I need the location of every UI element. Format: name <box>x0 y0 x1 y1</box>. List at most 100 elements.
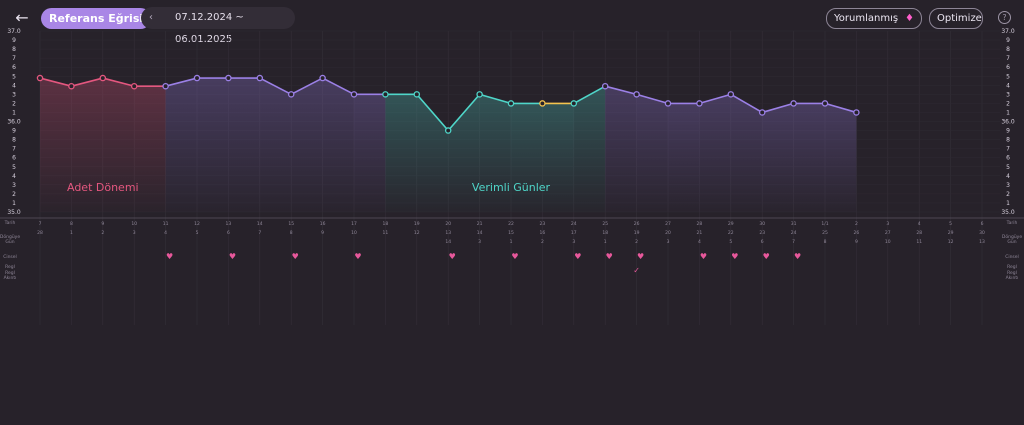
area-segment <box>448 94 480 212</box>
y-tick-label-left: 7 <box>12 146 16 153</box>
cycle-day-label: 18 <box>602 230 608 236</box>
y-tick-label-right: 1 <box>1006 109 1010 116</box>
y-tick-label-left: 8 <box>12 137 16 144</box>
series-line-segment <box>71 77 104 87</box>
intercourse-heart-icon: ♥ <box>637 252 644 261</box>
data-point <box>664 100 672 107</box>
cycle-day-label-secondary: 13 <box>979 239 985 245</box>
x-tick-label: 6 <box>981 221 984 227</box>
area-segment <box>291 78 323 212</box>
x-tick-label: 17 <box>351 221 357 227</box>
series-line-segment <box>290 77 323 96</box>
series-line-segment <box>479 93 512 105</box>
date-range-selector[interactable]: ‹ 07.12.2024 ~ 06.01.2025 <box>141 7 295 45</box>
cycle-day-label: 9 <box>321 230 324 236</box>
area-segment <box>102 78 135 212</box>
data-point <box>225 74 232 82</box>
cycle-day-label-secondary: 4 <box>698 239 701 245</box>
x-tick-label: 25 <box>602 221 608 227</box>
data-point <box>413 91 421 98</box>
x-tick-label: 31 <box>791 221 797 227</box>
cycle-day-label: 3 <box>133 230 136 236</box>
area-segment <box>699 94 731 212</box>
y-tick-label-left: 1 <box>12 109 16 116</box>
area-segment <box>197 78 229 212</box>
top-bar: ← Referans Eğrisi ‹ 07.12.2024 ~ 06.01.2… <box>0 0 1024 45</box>
cycle-day-label: 19 <box>634 230 640 236</box>
check-icon: ✓ <box>633 266 640 275</box>
area-segment <box>479 94 511 212</box>
zone-label-fertile: Verimli Günler <box>472 181 551 194</box>
row-label-left: Regl <box>5 264 15 270</box>
area-segment <box>259 78 292 212</box>
row-label-right: Cinsel <box>1005 254 1019 260</box>
data-point <box>256 74 264 82</box>
x-tick-label: 2 <box>855 221 858 227</box>
intercourse-heart-icon: ♥ <box>794 252 801 261</box>
intercourse-heart-icon: ♥ <box>354 252 361 261</box>
optimize-button[interactable]: Optimize <box>929 8 983 29</box>
cycle-day-label-secondary: 8 <box>824 239 827 245</box>
area-segment <box>165 78 197 212</box>
series-line-segment <box>573 85 606 105</box>
y-tick-label-left: 7 <box>12 55 16 62</box>
cycle-day-label-secondary: 11 <box>916 239 922 245</box>
y-tick-label-left: 9 <box>12 128 16 135</box>
area-segment <box>636 94 668 212</box>
row-label-right: Regl <box>1007 264 1017 270</box>
x-tick-label: 19 <box>414 221 420 227</box>
x-tick-label: 27 <box>665 221 671 227</box>
cycle-day-label-secondary: 1 <box>604 239 607 245</box>
data-point <box>382 91 389 98</box>
y-tick-label-right: 3 <box>1006 182 1010 189</box>
cycle-day-label-secondary: 3 <box>478 239 481 245</box>
area-segment <box>322 78 354 212</box>
cycle-day-label: 5 <box>196 230 199 236</box>
area-segment <box>825 103 857 212</box>
y-tick-label-left: 8 <box>12 46 16 53</box>
cycle-day-label: 20 <box>665 230 671 236</box>
data-point <box>758 109 766 116</box>
x-tick-label: 22 <box>508 221 514 227</box>
area-segment <box>511 103 543 212</box>
area-segment <box>762 103 794 212</box>
intercourse-heart-icon: ♥ <box>449 252 456 261</box>
data-point <box>696 100 703 107</box>
cycle-day-label: 8 <box>290 230 293 236</box>
data-point <box>287 91 295 98</box>
question-circle-icon[interactable]: ? <box>998 11 1011 24</box>
x-tick-label: 11 <box>163 221 169 227</box>
data-point <box>570 100 578 107</box>
cycle-day-label: 23 <box>759 230 765 236</box>
x-tick-label: 26 <box>634 221 640 227</box>
area-segment <box>71 78 103 212</box>
y-tick-label-left: 2 <box>12 191 16 198</box>
x-tick-label: 13 <box>226 221 232 227</box>
data-point <box>36 74 44 82</box>
reference-curve-button[interactable]: Referans Eğrisi <box>41 8 152 29</box>
interpreted-button[interactable]: Yorumlanmış ♦ <box>826 8 922 29</box>
x-tick-label: 18 <box>383 221 389 227</box>
cycle-day-label-secondary: 12 <box>948 239 954 245</box>
y-tick-label-left: 3 <box>12 91 16 98</box>
intercourse-heart-icon: ♥ <box>731 252 738 261</box>
cycle-day-label: 16 <box>540 230 546 236</box>
cycle-day-label: 29 <box>948 230 954 236</box>
chevron-left-icon[interactable]: ‹ <box>149 12 153 23</box>
data-point <box>130 82 138 90</box>
y-tick-label-right: 8 <box>1006 137 1010 144</box>
series-line-segment <box>322 77 355 96</box>
arrow-left-icon[interactable]: ← <box>15 8 29 27</box>
intercourse-heart-icon: ♥ <box>511 252 518 261</box>
cycle-day-label: 22 <box>728 230 734 236</box>
cycle-day-label: 26 <box>854 230 860 236</box>
cycle-day-label: 28 <box>37 230 43 236</box>
x-tick-label: 9 <box>101 221 104 227</box>
x-tick-label: 1/1 <box>821 221 828 227</box>
area-segment <box>134 86 166 212</box>
data-point <box>853 109 860 116</box>
y-tick-label-right: 36.0 <box>1001 119 1015 126</box>
intercourse-heart-icon: ♥ <box>166 252 173 261</box>
x-tick-label: 28 <box>697 221 703 227</box>
